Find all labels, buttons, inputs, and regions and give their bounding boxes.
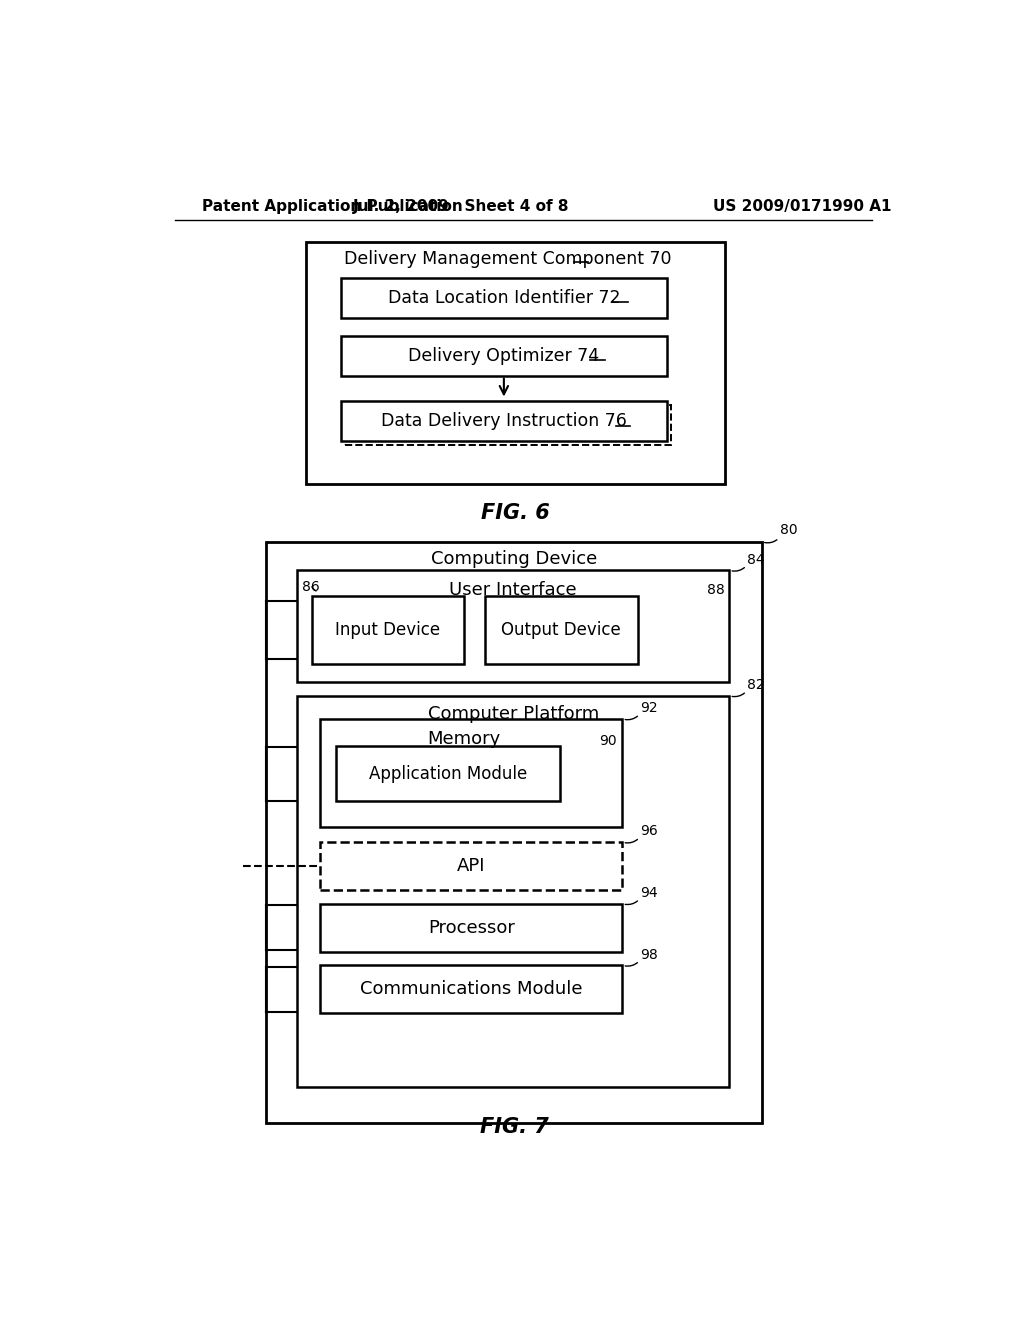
FancyBboxPatch shape <box>345 405 671 445</box>
Text: Input Device: Input Device <box>336 620 440 639</box>
Text: User Interface: User Interface <box>450 581 577 598</box>
FancyBboxPatch shape <box>306 242 725 484</box>
Text: Delivery Optimizer 74: Delivery Optimizer 74 <box>409 347 599 364</box>
Text: Communications Module: Communications Module <box>360 981 583 998</box>
FancyBboxPatch shape <box>341 277 667 318</box>
Text: API: API <box>457 857 485 875</box>
Text: 82: 82 <box>748 678 765 692</box>
Text: 84: 84 <box>748 553 765 566</box>
FancyBboxPatch shape <box>297 570 729 682</box>
Text: US 2009/0171990 A1: US 2009/0171990 A1 <box>713 198 892 214</box>
Text: 92: 92 <box>640 701 657 715</box>
Text: Output Device: Output Device <box>502 620 622 639</box>
Text: 96: 96 <box>640 824 658 838</box>
Text: 94: 94 <box>640 886 657 900</box>
FancyBboxPatch shape <box>349 409 675 449</box>
Text: Memory: Memory <box>427 730 500 748</box>
Text: 80: 80 <box>779 523 798 537</box>
Text: 86: 86 <box>302 581 319 594</box>
Text: Data Delivery Instruction 76: Data Delivery Instruction 76 <box>381 412 627 430</box>
FancyBboxPatch shape <box>484 595 638 664</box>
Text: FIG. 7: FIG. 7 <box>479 1117 548 1137</box>
Text: 90: 90 <box>599 734 616 747</box>
Text: 98: 98 <box>640 948 658 961</box>
FancyBboxPatch shape <box>321 904 623 952</box>
Text: Application Module: Application Module <box>369 764 527 783</box>
Text: Processor: Processor <box>428 919 515 937</box>
Text: Patent Application Publication: Patent Application Publication <box>202 198 463 214</box>
FancyBboxPatch shape <box>297 696 729 1088</box>
Text: Jul. 2, 2009   Sheet 4 of 8: Jul. 2, 2009 Sheet 4 of 8 <box>353 198 569 214</box>
Text: Computer Platform: Computer Platform <box>428 705 599 723</box>
Text: 88: 88 <box>707 583 725 598</box>
FancyBboxPatch shape <box>266 543 762 1123</box>
FancyBboxPatch shape <box>321 719 623 826</box>
FancyBboxPatch shape <box>321 842 623 890</box>
FancyBboxPatch shape <box>341 335 667 376</box>
Text: FIG. 6: FIG. 6 <box>481 503 550 523</box>
FancyBboxPatch shape <box>336 746 560 801</box>
Text: Delivery Management Component 70: Delivery Management Component 70 <box>344 249 672 268</box>
Text: Computing Device: Computing Device <box>431 550 597 568</box>
FancyBboxPatch shape <box>341 401 667 441</box>
FancyBboxPatch shape <box>312 595 464 664</box>
Text: Data Location Identifier 72: Data Location Identifier 72 <box>388 289 621 306</box>
FancyBboxPatch shape <box>321 965 623 1014</box>
